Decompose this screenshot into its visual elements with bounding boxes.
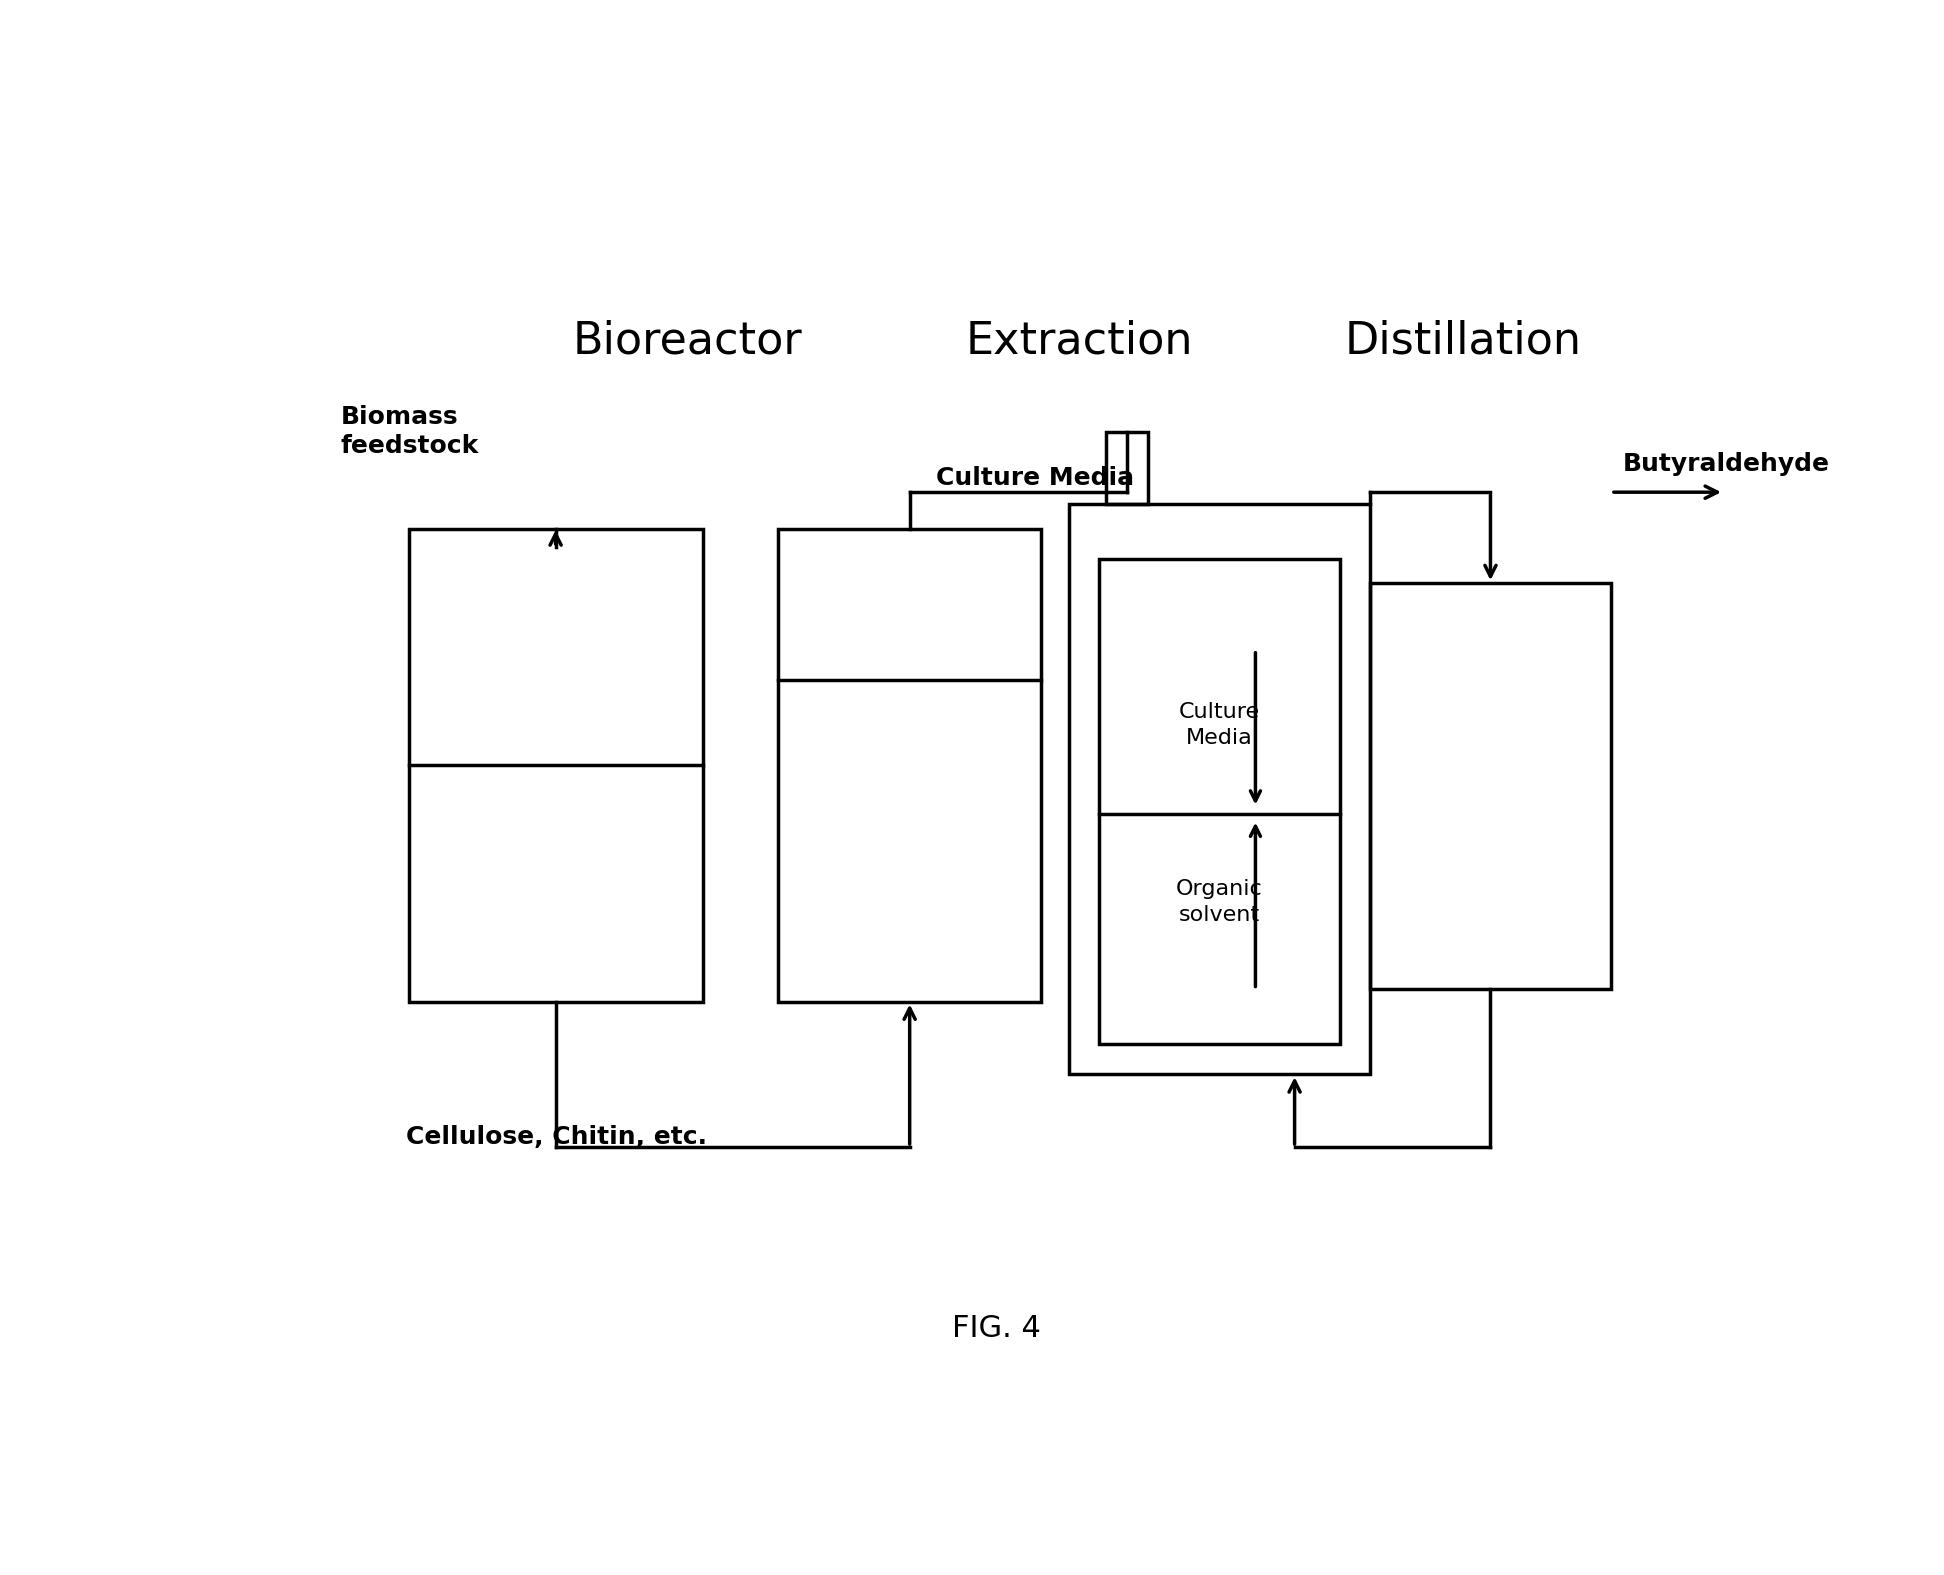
Bar: [1371, 583, 1612, 989]
Bar: [1098, 559, 1339, 1044]
Text: Butyraldehyde: Butyraldehyde: [1623, 452, 1829, 476]
Text: Distillation: Distillation: [1345, 320, 1582, 362]
Text: Bioreactor: Bioreactor: [573, 320, 803, 362]
Text: Extraction: Extraction: [966, 320, 1194, 362]
Bar: [778, 529, 1042, 1002]
Text: Culture
Media: Culture Media: [1178, 702, 1260, 748]
Text: Culture Media: Culture Media: [937, 466, 1133, 490]
Text: Biomass
feedstock: Biomass feedstock: [340, 405, 478, 458]
Text: Organic
solvent: Organic solvent: [1176, 879, 1264, 925]
Bar: [408, 529, 702, 1002]
Text: FIG. 4: FIG. 4: [953, 1315, 1040, 1343]
Text: Cellulose, Chitin, etc.: Cellulose, Chitin, etc.: [406, 1126, 708, 1150]
Bar: [1069, 504, 1371, 1074]
Bar: [1106, 432, 1149, 504]
